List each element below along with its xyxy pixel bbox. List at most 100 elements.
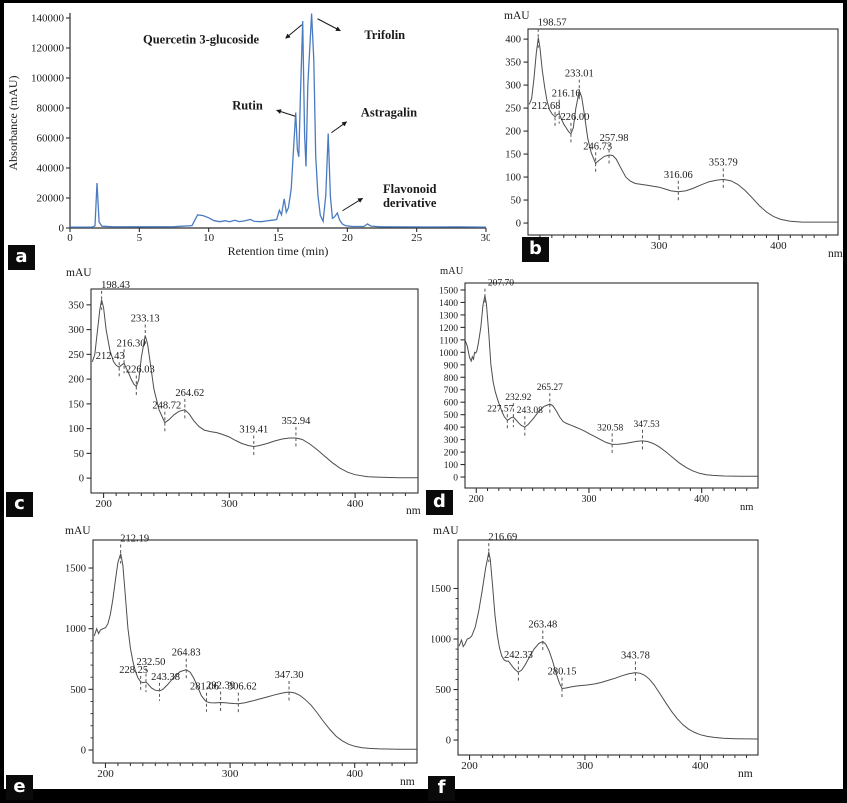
svg-text:200: 200	[95, 498, 112, 510]
peak-label: 212.43	[96, 351, 125, 362]
svg-text:700: 700	[444, 386, 459, 396]
panel-label-c: c	[6, 492, 33, 517]
svg-text:1500: 1500	[439, 286, 458, 296]
svg-text:100000: 100000	[31, 73, 65, 85]
spectrum-curve	[458, 552, 759, 740]
y-axis: 0 20000 40000 60000 80000 100000 120000 140000	[31, 13, 70, 235]
svg-text:400: 400	[692, 760, 709, 772]
x-axis-unit: nm	[738, 768, 753, 780]
svg-text:250: 250	[68, 350, 84, 361]
spectrum-curve	[93, 553, 417, 750]
y-axis-unit: mAU	[433, 525, 459, 537]
peak-label: 281.06	[190, 682, 219, 693]
annotation-arrow	[276, 109, 296, 117]
peak-label: 212.68	[532, 101, 561, 112]
annotation-arrow	[317, 18, 341, 32]
peak-label: 248.72	[152, 401, 181, 412]
plot-frame	[464, 282, 759, 489]
chromatogram-chart: 0 5 10 15 20 25 30 0 20000 40000 60000 80000 100000 1…	[6, 13, 490, 259]
svg-text:300: 300	[505, 81, 521, 92]
svg-text:1500: 1500	[65, 564, 86, 575]
spectrum-curve	[91, 299, 418, 479]
svg-text:50: 50	[74, 449, 85, 460]
svg-text:1000: 1000	[439, 349, 458, 359]
peak-label: 242.33	[504, 650, 533, 661]
svg-text:0: 0	[79, 474, 84, 485]
svg-text:1400: 1400	[439, 299, 458, 309]
panel-a-chromatogram: 0 5 10 15 20 25 30 0 20000 40000 60000 80000 100000 1…	[4, 3, 490, 261]
peak-label: 226.03	[126, 365, 155, 376]
annotation-arrow	[331, 121, 348, 134]
peak-label: 243.38	[151, 672, 180, 683]
svg-text:1000: 1000	[432, 635, 451, 646]
panel-c-spectrum: mAU nm 200 300 400 0 50 100 150 200 250 300 350 198.4…	[4, 262, 432, 520]
svg-text:60000: 60000	[37, 133, 65, 145]
peak-label: 316.06	[664, 170, 693, 181]
svg-text:5: 5	[137, 232, 143, 244]
y-axis-unit: mAU	[66, 267, 92, 279]
svg-text:500: 500	[70, 685, 86, 696]
peak-annotations: Quercetin 3-glucoside Trifolin Rutin Astrag…	[143, 18, 437, 212]
y-axis: 0 50 100 150 200 250 300 350	[68, 300, 91, 485]
y-axis: 0 500 1000 1500	[65, 564, 93, 757]
panel-e-spectrum: mAU nm 200 300 400 0 500 1000 1500 212.19 228.25 23…	[4, 522, 432, 790]
peak-labels: 216.69 242.33 263.48 280.15 343.78	[488, 532, 650, 699]
annotation-label: Quercetin 3-glucoside	[143, 33, 260, 47]
spectrum-chart-d: mAU nm 200 300 400 0 100 200 300 400 500 600 700 800 9…	[439, 266, 759, 513]
svg-text:100: 100	[444, 461, 459, 471]
x-axis-unit: nm	[828, 248, 843, 260]
x-axis: 200 300 400	[97, 763, 406, 780]
svg-text:350: 350	[68, 300, 84, 311]
svg-text:250: 250	[505, 104, 521, 115]
svg-text:400: 400	[505, 35, 521, 46]
spectrum-chart-b: mAUnm20030040005010015020025030035040019…	[504, 10, 843, 260]
svg-text:400: 400	[346, 768, 363, 780]
svg-text:400: 400	[694, 494, 709, 505]
svg-text:15: 15	[273, 232, 285, 244]
annotation-arrow	[285, 24, 303, 39]
svg-text:200: 200	[469, 494, 484, 505]
spectrum-chart-c: mAU nm 200 300 400 0 50 100 150 200 250 300 350 198.4…	[66, 267, 421, 517]
peak-label: 292.39	[206, 680, 235, 691]
peak-label: 216.30	[117, 338, 146, 349]
panel-label-b: b	[522, 237, 549, 262]
svg-text:300: 300	[651, 240, 668, 252]
peak-label: 227.57	[487, 404, 513, 414]
y-axis-unit: mAU	[504, 10, 530, 22]
svg-text:400: 400	[347, 498, 364, 510]
y-axis: 0 100 200 300 400 500 600 700 800 900 1000 1100 1200…	[439, 286, 465, 484]
svg-text:100: 100	[68, 424, 84, 435]
chromatogram-curve	[70, 13, 487, 228]
svg-text:0: 0	[516, 219, 521, 230]
annotation-label: Flavonoid derivative	[383, 182, 437, 210]
panel-label-e: e	[6, 775, 33, 800]
svg-text:300: 300	[581, 494, 596, 505]
y-axis-unit: mAU	[65, 525, 91, 537]
peak-label: 263.48	[528, 620, 557, 631]
svg-text:1100: 1100	[439, 336, 458, 346]
peak-label: 232.50	[137, 657, 166, 668]
peak-label: 257.98	[600, 133, 629, 144]
peak-labels: 198.43 212.43 216.30 226.03 233.13 248.72 264.…	[96, 280, 311, 457]
y-axis: 0 50 100 150 200 250 300 350 400	[505, 35, 528, 230]
plot-frame	[527, 28, 839, 236]
peak-label: 347.53	[633, 420, 659, 430]
peak-label: 233.01	[565, 69, 594, 80]
y-axis-unit: mAU	[440, 266, 464, 277]
peak-label: 347.30	[275, 670, 304, 681]
annotation-label: Trifolin	[364, 28, 405, 42]
peak-label: 343.78	[621, 651, 650, 662]
svg-text:600: 600	[444, 399, 459, 409]
svg-text:0: 0	[81, 746, 86, 757]
svg-text:500: 500	[435, 685, 451, 696]
peak-label: 265.27	[537, 383, 563, 393]
svg-text:300: 300	[68, 325, 84, 336]
svg-text:200: 200	[461, 760, 478, 772]
svg-text:80000: 80000	[37, 103, 65, 115]
svg-text:10: 10	[203, 232, 215, 244]
svg-text:25: 25	[411, 232, 423, 244]
spectrum-chart-f: mAU nm 200 300 400 0 500 1000 1500 216.69 242.33 26…	[432, 525, 759, 780]
